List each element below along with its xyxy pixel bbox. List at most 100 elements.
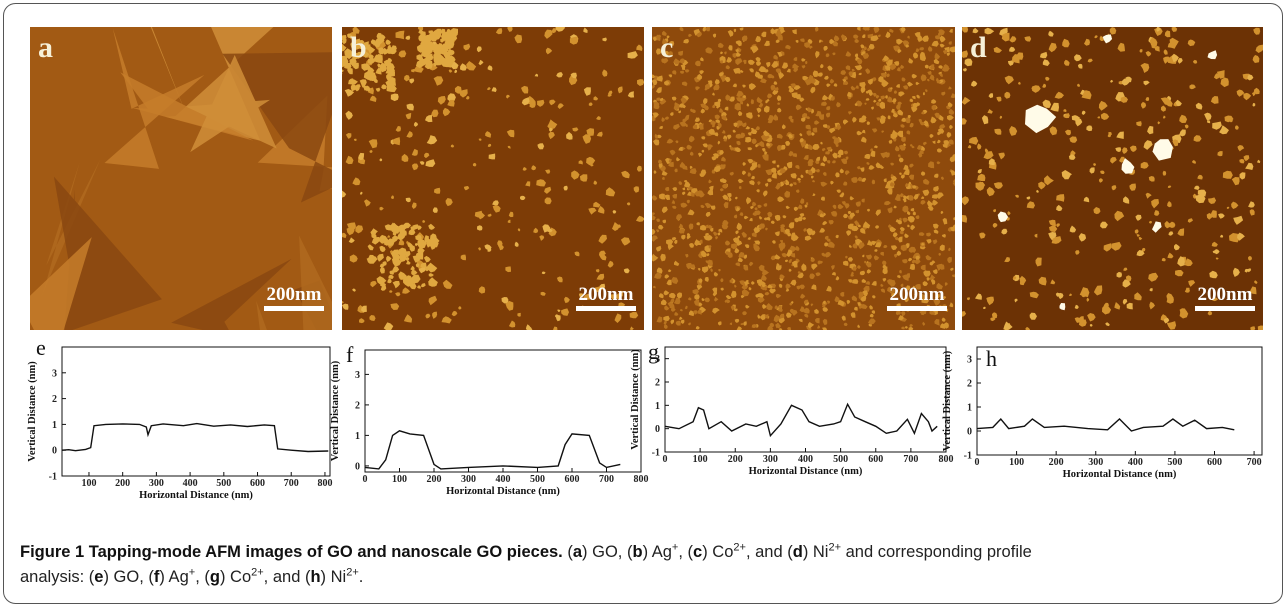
texture-blob xyxy=(767,211,773,219)
texture-blob xyxy=(507,219,511,223)
texture-blob xyxy=(766,303,773,311)
texture-blob xyxy=(664,116,670,120)
texture-blob xyxy=(652,253,659,262)
texture-blob xyxy=(835,144,839,147)
texture-blob xyxy=(712,92,715,96)
texture-blob xyxy=(986,186,995,197)
texture-blob xyxy=(853,34,859,39)
x-tick-label: 300 xyxy=(149,478,164,489)
texture-blob xyxy=(903,169,910,176)
texture-blob xyxy=(920,196,925,199)
texture-blob xyxy=(822,318,828,326)
texture-blob xyxy=(1083,196,1090,203)
texture-blob xyxy=(721,178,727,184)
texture-blob xyxy=(901,117,906,122)
y-tick-label: 0 xyxy=(655,424,660,435)
texture-blob xyxy=(889,28,894,33)
texture-blob xyxy=(826,160,831,164)
texture-blob xyxy=(1163,49,1168,55)
texture-blob xyxy=(753,227,761,234)
texture-blob xyxy=(352,177,361,186)
texture-blob xyxy=(418,34,424,42)
texture-blob xyxy=(656,218,660,222)
texture-blob xyxy=(805,124,811,130)
caption-part: ) Co xyxy=(219,568,252,586)
texture-blob xyxy=(1239,172,1246,180)
texture-blob xyxy=(1141,101,1147,109)
texture-blob xyxy=(686,144,693,150)
texture-blob xyxy=(416,225,422,231)
x-axis-title: Horizontal Distance (nm) xyxy=(139,490,253,501)
texture-blob xyxy=(934,112,940,118)
texture-blob xyxy=(754,240,761,245)
x-tick-label: 800 xyxy=(939,454,954,465)
texture-blob xyxy=(993,182,1003,189)
texture-blob xyxy=(880,251,884,256)
texture-blob xyxy=(1245,162,1254,170)
texture-blob xyxy=(810,230,816,236)
texture-blob xyxy=(708,179,712,184)
texture-blob xyxy=(1250,326,1256,330)
texture-blob xyxy=(919,51,925,59)
texture-blob xyxy=(1252,55,1260,63)
texture-blob xyxy=(663,290,670,296)
texture-blob xyxy=(744,281,750,287)
texture-blob xyxy=(875,209,881,216)
texture-blob xyxy=(633,186,640,193)
texture-blob xyxy=(700,204,705,208)
texture-blob xyxy=(950,267,954,271)
texture-blob xyxy=(765,227,768,231)
texture-blob xyxy=(680,319,685,324)
texture-blob xyxy=(655,229,660,233)
texture-blob xyxy=(835,234,839,239)
texture-blob xyxy=(350,41,357,51)
texture-blob xyxy=(1215,257,1219,260)
texture-blob xyxy=(748,83,757,91)
texture-blob xyxy=(880,164,884,169)
texture-blob xyxy=(424,235,429,243)
texture-blob xyxy=(661,176,665,180)
texture-blob xyxy=(905,117,911,124)
texture-blob xyxy=(411,269,418,276)
texture-blob xyxy=(574,251,580,257)
texture-blob xyxy=(815,272,821,277)
texture-blob xyxy=(507,145,511,149)
texture-blob xyxy=(487,248,492,252)
texture-blob xyxy=(1049,225,1058,232)
texture-blob xyxy=(1188,280,1196,287)
texture-blob xyxy=(763,40,770,47)
texture-blob xyxy=(880,151,889,159)
texture-blob xyxy=(1122,299,1128,305)
texture-blob xyxy=(678,223,683,229)
texture-blob xyxy=(800,174,804,178)
texture-blob xyxy=(564,296,570,304)
texture-blob xyxy=(398,247,407,257)
texture-blob xyxy=(831,265,835,270)
texture-blob xyxy=(659,97,664,101)
texture-blob xyxy=(729,279,734,283)
texture-blob xyxy=(928,161,935,169)
texture-blob xyxy=(533,227,539,234)
texture-blob xyxy=(658,34,662,38)
texture-blob xyxy=(762,153,769,161)
texture-blob xyxy=(1009,46,1016,52)
texture-blob xyxy=(864,260,867,264)
texture-blob xyxy=(433,30,438,36)
texture-blob xyxy=(1086,297,1090,302)
texture-blob xyxy=(778,283,783,288)
texture-blob xyxy=(749,217,753,222)
texture-blob xyxy=(1212,250,1216,254)
y-tick-label: 1 xyxy=(967,403,972,414)
texture-blob xyxy=(932,239,938,245)
texture-blob xyxy=(1167,185,1172,188)
texture-blob xyxy=(675,140,679,144)
texture-blob xyxy=(712,291,717,297)
texture-blob xyxy=(450,61,459,70)
caption-part: f xyxy=(153,568,160,586)
texture-blob xyxy=(799,138,804,143)
texture-blob xyxy=(725,65,731,70)
texture-blob xyxy=(667,269,672,273)
texture-blob xyxy=(668,74,673,78)
texture-blob xyxy=(761,283,767,288)
texture-blob xyxy=(423,255,431,263)
